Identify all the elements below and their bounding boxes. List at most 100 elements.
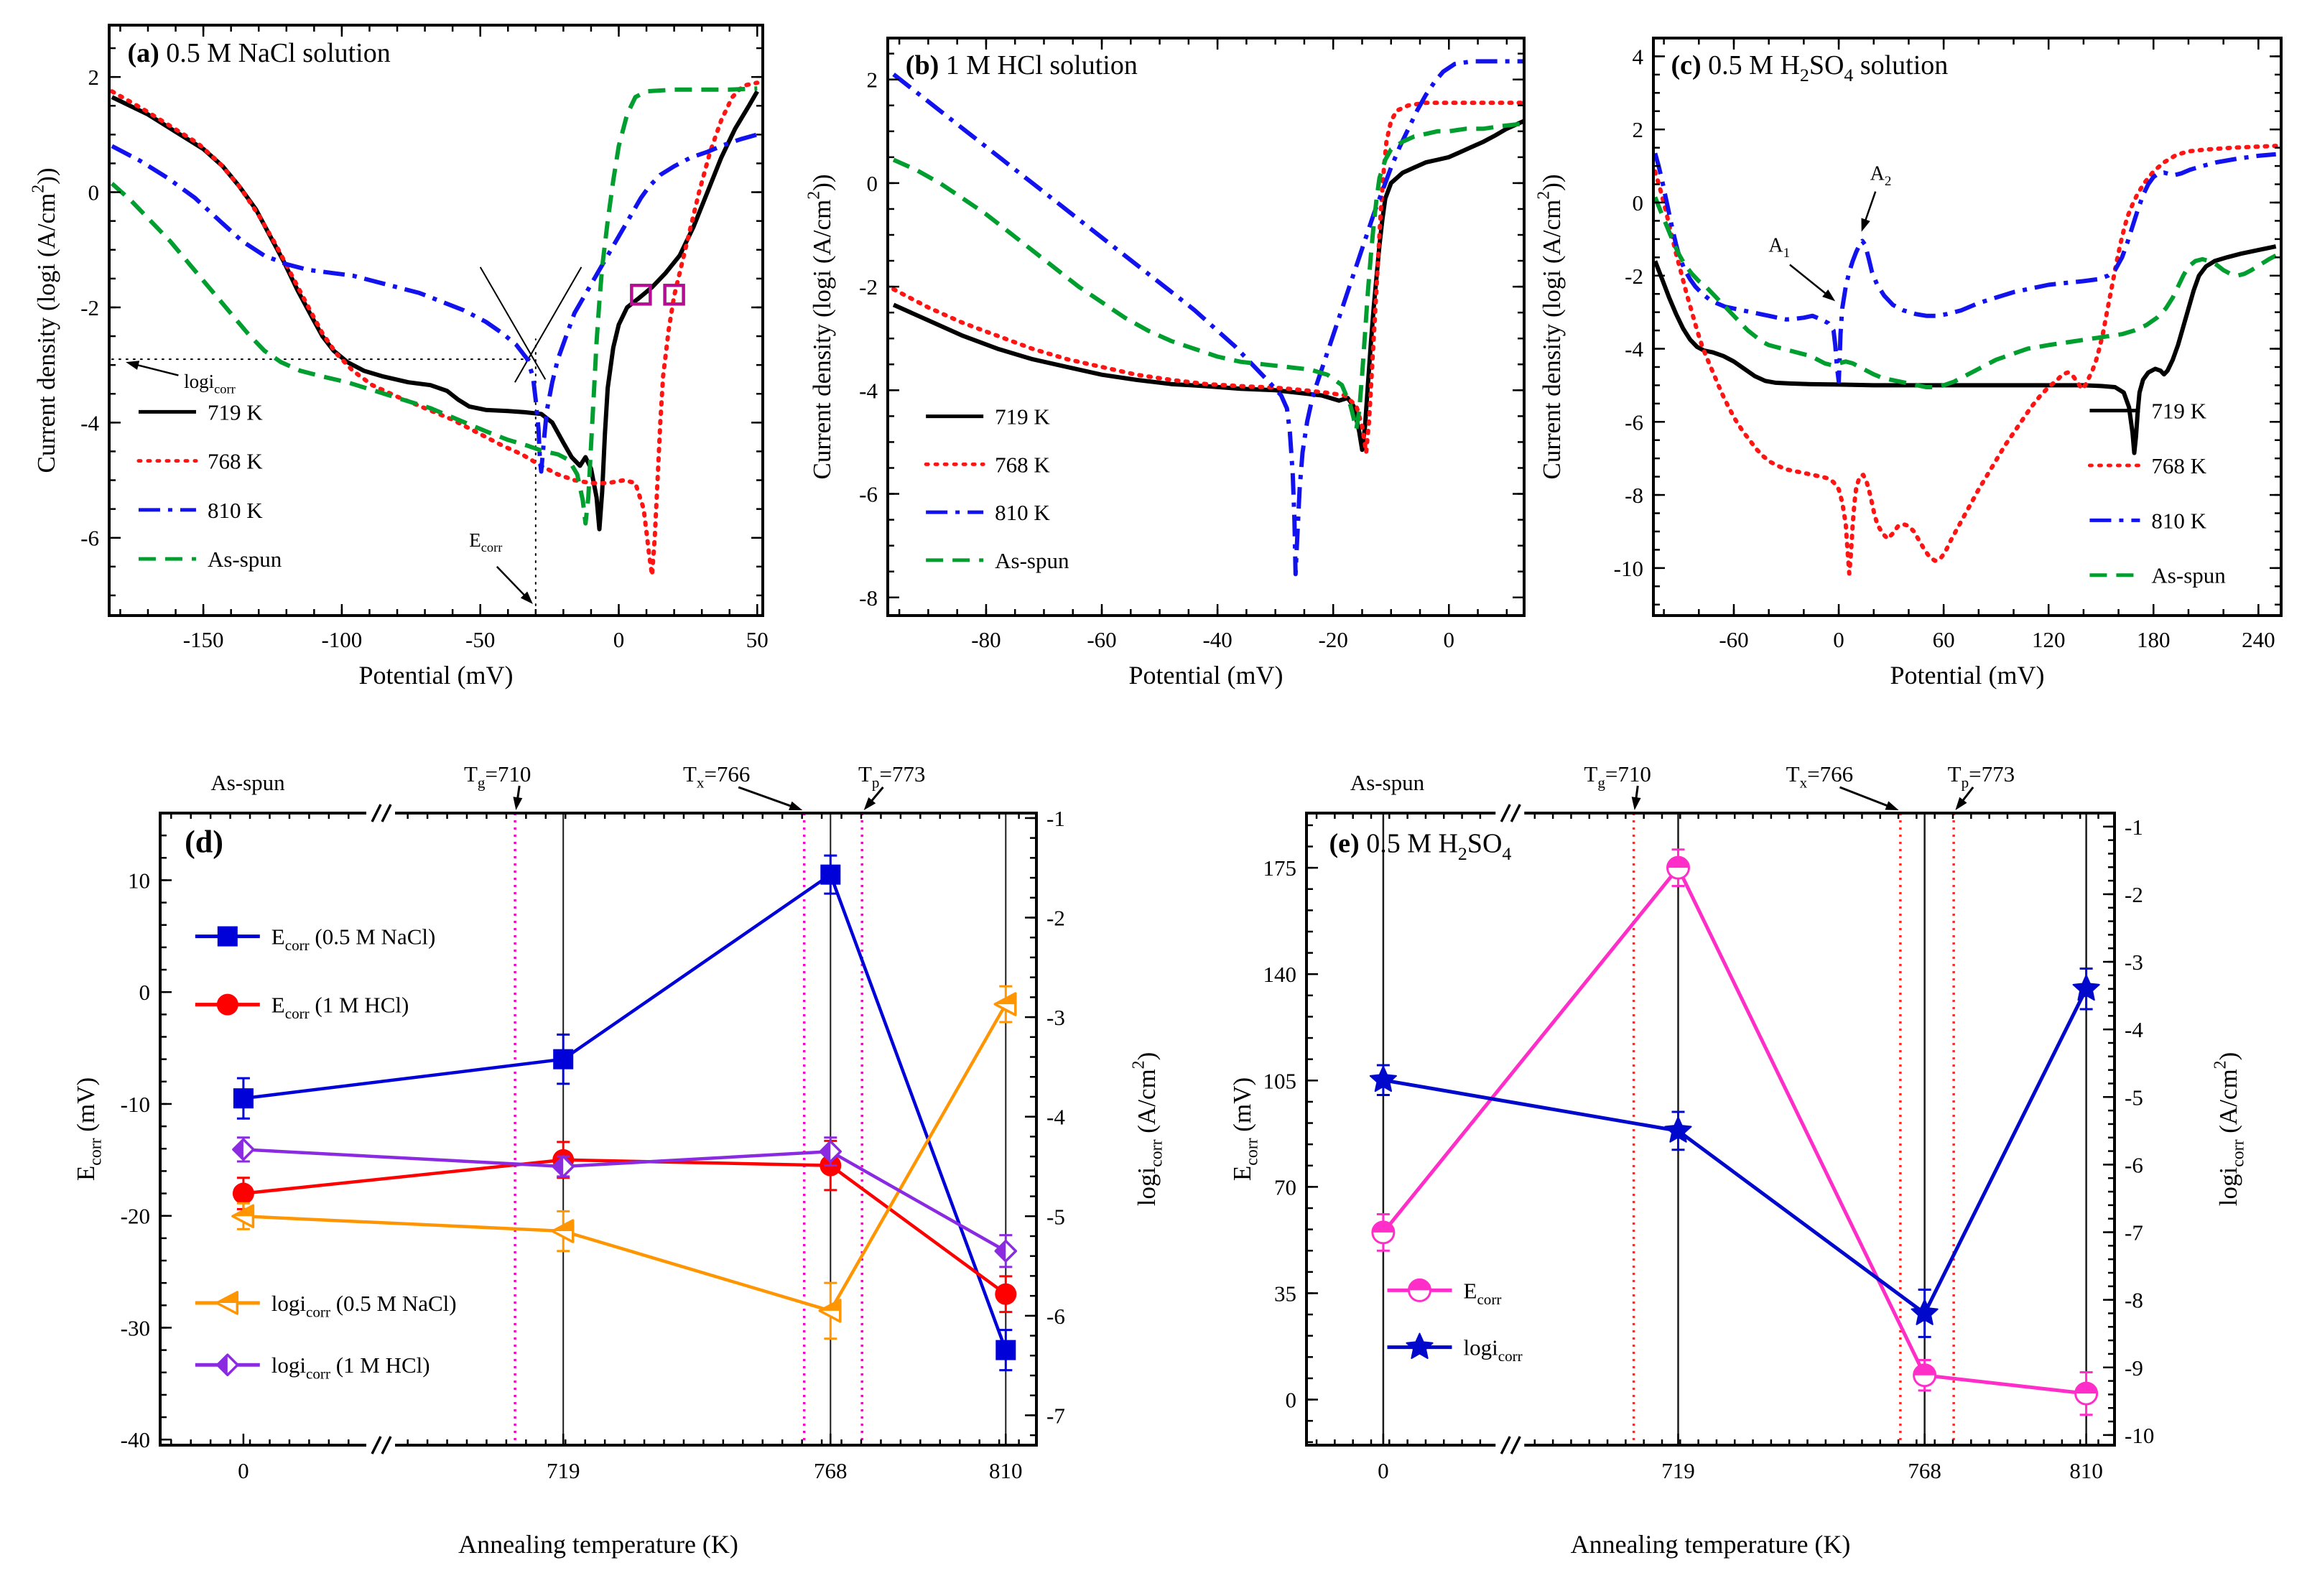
panel-title: (c) 0.5 M H2SO4 solution (1671, 50, 1948, 85)
legend-item-dEh: Ecorr (1 M HCl) (195, 993, 409, 1022)
y-tick-label: 0 (1633, 190, 1644, 215)
marker-sq (820, 864, 841, 885)
marker-di (232, 1138, 255, 1161)
marker-ci (232, 1182, 254, 1205)
y-tick-label: 2 (88, 65, 100, 90)
x-tick-label: 0 (238, 1458, 249, 1483)
series-c810 (1653, 152, 2276, 384)
panel-svg-a: -150 -100 -50 0 50 2 0 -2 -4 -6 719 K 768 K 810 K As-… (29, 24, 769, 690)
x-axis-label: Annealing temperature (K) (1571, 1530, 1851, 1559)
y-tick-label: 175 (1263, 855, 1297, 881)
y-axis-label: Ecorr (mV) (1228, 1077, 1261, 1181)
y-axis-label: Ecorr (mV) (72, 1077, 105, 1181)
series-dEna (233, 854, 1016, 1372)
y2-tick-label: -7 (1046, 1403, 1065, 1428)
y-tick-label: -4 (80, 410, 99, 435)
x-tick-label: 0 (1378, 1458, 1389, 1483)
series-eL (1369, 967, 2100, 1338)
y-tick-label: -10 (121, 1092, 150, 1117)
x-tick-label: 180 (2137, 627, 2171, 652)
series-cAS (1653, 196, 2278, 389)
marker-star (1664, 1116, 1692, 1143)
marker-triL (551, 1219, 575, 1243)
as-spun-label: As-spun (1350, 770, 1425, 795)
y-tick-label: -2 (859, 274, 878, 300)
panel-svg-e: 0 719 768 810 175 140 105 70 35 0 -1 -2 -3 -4 -5 -6 -7 -8… (1228, 761, 2247, 1559)
legend-label: logicorr (0.5 M NaCl) (271, 1291, 457, 1320)
y-axis-label: Current density (logi (A/cm2)) (1534, 174, 1566, 479)
legend-label: 810 K (208, 498, 263, 523)
marker-ciH (1408, 1278, 1431, 1302)
marker-sq (217, 926, 238, 947)
series-bAS (892, 121, 1525, 432)
series-aAS (110, 86, 758, 526)
tp-label: Tp=773 (1948, 761, 2015, 791)
y2-tick-label: -4 (2125, 1017, 2143, 1042)
marker-di (819, 1140, 843, 1163)
y2-tick-label: -5 (1046, 1204, 1065, 1229)
y2-tick-label: -1 (2125, 815, 2143, 840)
x-tick-label: 0 (1833, 627, 1844, 652)
x-tick-label: 0 (613, 627, 625, 652)
y2-tick-label: -8 (2125, 1288, 2143, 1313)
x-tick-label: 719 (1661, 1458, 1695, 1483)
y-tick-label: -4 (1625, 337, 1643, 362)
y-tick-label: -40 (121, 1427, 150, 1452)
x-tick-label: 768 (1908, 1458, 1941, 1483)
marker-triL (818, 1299, 842, 1323)
marker-star (1406, 1332, 1434, 1359)
y2-tick-label: -2 (2125, 882, 2143, 907)
a1-annotation: A1 (1768, 235, 1790, 261)
series-eE (1371, 848, 2099, 1416)
y2-tick-label: -3 (1046, 1005, 1065, 1030)
y2-tick-label: -9 (2125, 1355, 2143, 1381)
legend-label: 768 K (208, 449, 263, 474)
x-tick-label: 768 (814, 1458, 848, 1483)
x-tick-label: -60 (1719, 627, 1748, 652)
panel-title: (a) 0.5 M NaCl solution (127, 38, 390, 68)
series-b810 (892, 59, 1524, 577)
y-tick-label: 105 (1263, 1068, 1297, 1093)
series-b768 (891, 101, 1526, 455)
axis-ticks (888, 38, 1524, 616)
marker-ciH (2074, 1381, 2099, 1406)
panel-svg-b: -80 -60 -40 -20 0 2 0 -2 -4 -6 -8 719 K 768 K 810 K As… (804, 37, 1526, 690)
marker-sq (995, 1340, 1016, 1360)
marker-di (994, 1240, 1018, 1263)
tx-label: Tx=766 (683, 761, 750, 791)
legend-item-b768: 768 K (924, 452, 1050, 477)
legend-label: logicorr (1 M HCl) (271, 1353, 430, 1382)
x-tick-label: -60 (1087, 627, 1116, 652)
legend-label: 719 K (2151, 399, 2206, 424)
marker-triL (231, 1204, 255, 1229)
y2-axis-label: logicorr (A/cm2) (2211, 1052, 2247, 1207)
marker-star (2072, 974, 2100, 1001)
x-tick-label: 120 (2032, 627, 2066, 652)
series-layer (231, 854, 1018, 1372)
y2-tick-label: -5 (2125, 1085, 2143, 1110)
x-tick-label: -20 (1319, 627, 1348, 652)
x-tick-label: -100 (321, 627, 362, 652)
x-tick-label: -150 (183, 627, 224, 652)
y2-tick-label: -2 (1046, 906, 1065, 931)
panel-c-h2so4-polarization: -60 0 60 120 180 240 4 2 0 -2 -4 -6 -8 -10 719 K 768 K 8… (1530, 4, 2307, 728)
legend-label: As-spun (208, 547, 282, 572)
marker-ci (995, 1283, 1017, 1305)
legend-item-b810: 810 K (926, 500, 1050, 525)
legend-item-a768: 768 K (136, 449, 263, 474)
highlight-square (663, 284, 685, 306)
legend-label: 719 K (995, 404, 1050, 430)
e-corr-annotation: Ecorr (469, 529, 502, 555)
a2-annotation: A2 (1870, 162, 1892, 189)
panel-a-nacl-polarization: -150 -100 -50 0 50 2 0 -2 -4 -6 719 K 768 K 810 K As-… (29, 4, 769, 728)
y-tick-label: 4 (1633, 44, 1644, 69)
series-c719 (1653, 244, 2277, 455)
series-layer (1653, 144, 2278, 576)
axis-break (1495, 807, 1525, 820)
y-tick-label: 70 (1274, 1174, 1296, 1200)
y-tick-label: 2 (1633, 117, 1644, 142)
legend-item-dLh: logicorr (1 M HCl) (195, 1353, 430, 1383)
legend-label: As-spun (2151, 563, 2226, 588)
y-tick-label: 0 (88, 180, 100, 205)
legend-item-a810: 810 K (138, 498, 263, 523)
